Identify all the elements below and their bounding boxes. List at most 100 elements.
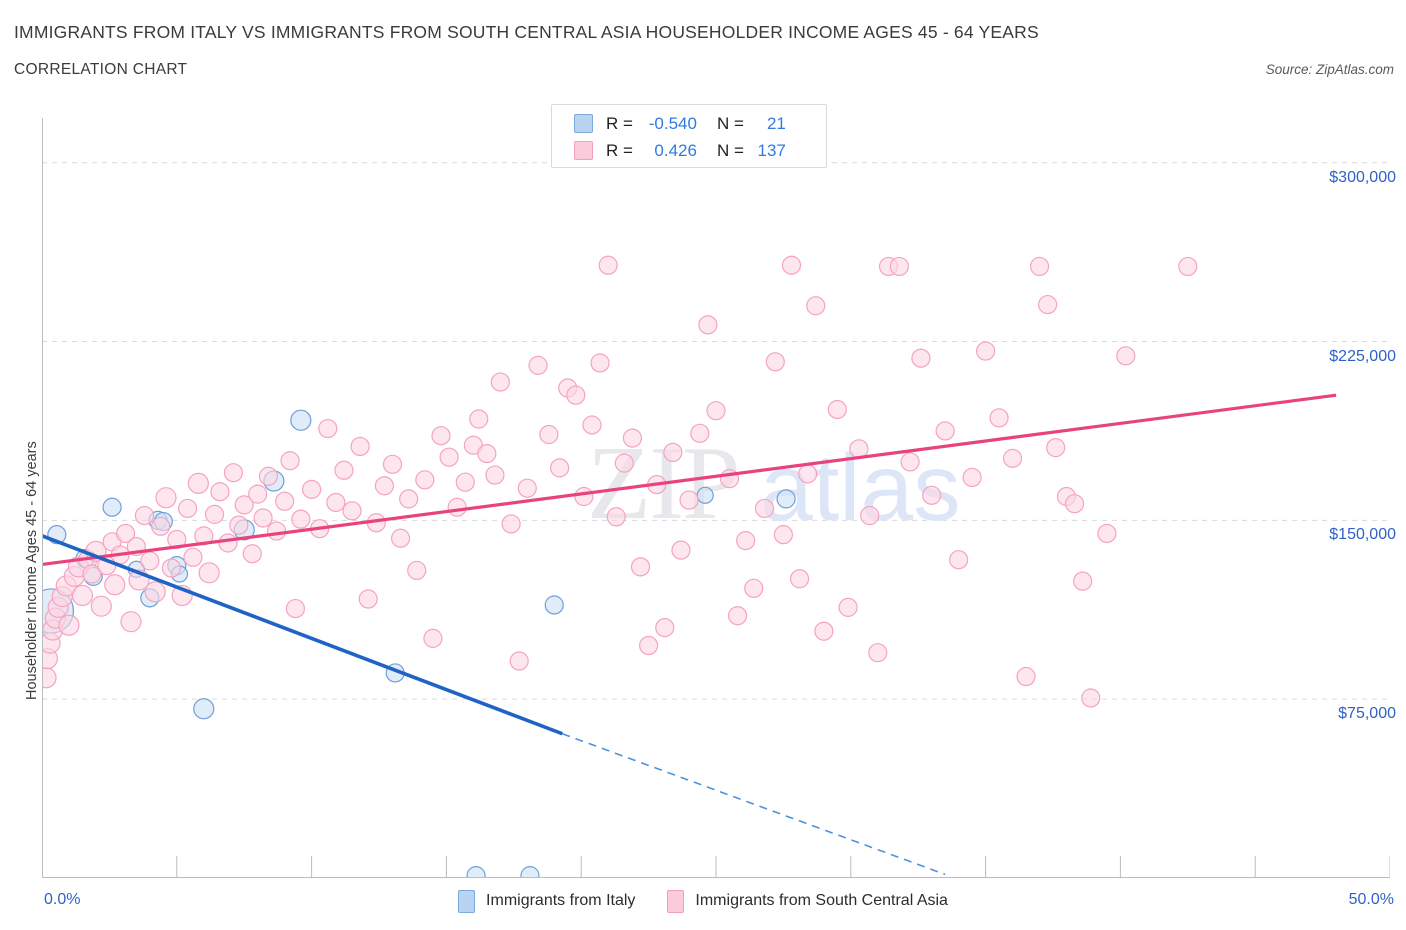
data-point [447,497,467,517]
data-point [285,598,306,619]
data-point [120,611,142,633]
data-point [922,485,942,505]
data-point [989,408,1009,428]
data-point [469,409,489,429]
data-point [204,504,225,524]
trend-line-italy [42,534,563,736]
series-swatch-italy [574,114,593,133]
data-point [326,492,346,513]
correlation-stats-box: R = -0.540 N = 21 R = 0.426 N = 137 [551,104,827,168]
data-point [466,866,486,878]
stats-row-south-central-asia: R = 0.426 N = 137 [552,137,826,164]
data-point [439,447,459,467]
data-point [935,421,955,441]
data-point [342,501,362,521]
data-point [144,581,166,603]
data-point [889,256,909,277]
data-point [550,458,570,478]
x-axis-label-max: 50.0% [1348,891,1394,908]
n-label-italy: N = [716,113,744,133]
legend-label-south-central-asia: Immigrants from South Central Asia [695,892,948,909]
source-attribution: Source: ZipAtlas.com [1265,62,1394,77]
data-point [275,491,295,511]
data-point [1116,346,1136,366]
data-point [544,595,564,615]
data-point [253,508,273,528]
r-value-italy: -0.540 [648,113,697,133]
data-point [234,495,254,515]
data-point [781,255,802,275]
data-point [590,353,610,373]
data-point [789,569,810,589]
data-point [104,574,126,596]
data-point [183,547,203,567]
n-value-italy: 21 [766,113,786,133]
data-point [455,472,475,492]
data-point [115,523,136,544]
stats-row-italy: R = -0.540 N = 21 [552,110,826,137]
data-point [415,470,435,490]
n-value-south-central-asia: 137 [757,140,786,160]
data-point [390,528,411,548]
data-point [827,399,847,420]
data-point [374,476,394,496]
x-axis-label-min: 0.0% [44,891,81,908]
legend-swatch-south-central-asia [667,889,685,913]
data-point [161,558,182,578]
data-point [187,472,209,494]
series-swatch-south-central-asia [574,141,593,160]
data-point [798,464,818,484]
data-point [210,482,230,502]
data-point [706,401,726,421]
data-point [690,423,710,443]
data-point [71,584,94,607]
data-point [566,385,586,405]
data-point [574,486,594,507]
data-point [744,578,764,598]
data-point [248,484,268,504]
data-point [1029,256,1050,277]
data-point [1097,523,1117,544]
r-value-south-central-asia: 0.426 [654,140,697,160]
data-point [198,562,220,584]
scatter-plot-area: ZIP atlas [42,118,1390,878]
legend-item-italy[interactable]: Immigrants from Italy [458,889,635,913]
data-point [962,467,982,488]
data-point [1046,438,1066,458]
data-point [242,544,262,564]
data-point [155,487,177,509]
data-point [849,439,869,459]
data-point [949,550,969,570]
data-point [102,497,122,517]
data-point [1081,688,1101,708]
data-point [485,465,505,485]
data-point [1002,448,1023,468]
data-point [1064,494,1085,514]
data-point [218,533,238,553]
data-point [765,352,785,372]
data-point [1016,666,1036,687]
data-point [134,505,155,526]
legend-item-south-central-asia[interactable]: Immigrants from South Central Asia [667,889,948,913]
data-point [151,516,171,536]
data-point [696,486,714,504]
data-point [838,597,858,617]
chart-canvas: ZIP atlas [42,118,1390,878]
data-point [671,540,691,560]
data-point [177,498,198,519]
data-point [911,348,931,368]
data-point [655,618,675,638]
data-point [90,595,112,617]
series-legend: Immigrants from Italy Immigrants from So… [0,884,1406,918]
data-point [520,866,540,878]
data-point [334,460,354,480]
data-point [223,463,244,483]
data-point [477,443,497,464]
y-axis-tick-label: $150,000 [1329,526,1396,544]
data-point [663,442,683,462]
data-point [399,489,419,509]
data-point [539,424,559,445]
data-point [622,428,643,448]
page-title: IMMIGRANTS FROM ITALY VS IMMIGRANTS FROM… [14,22,1039,42]
